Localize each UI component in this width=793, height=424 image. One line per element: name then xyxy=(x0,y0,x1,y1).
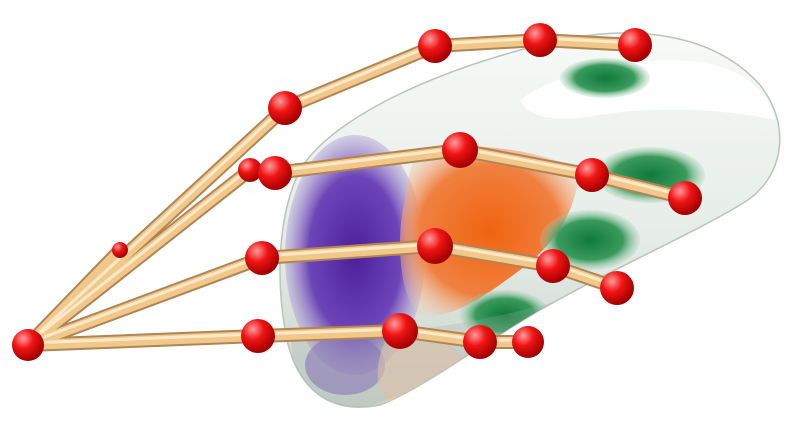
joint xyxy=(258,156,292,190)
joint xyxy=(245,241,279,275)
joint xyxy=(536,249,570,283)
hand-skeleton-joints xyxy=(12,23,702,361)
joint xyxy=(418,29,452,63)
joint xyxy=(442,132,478,168)
joint xyxy=(382,313,418,349)
contact-region-orange xyxy=(400,146,580,316)
joint xyxy=(112,242,128,258)
joint xyxy=(512,326,544,358)
joint-wrist xyxy=(12,329,44,361)
joint xyxy=(268,91,302,125)
grasped-object xyxy=(279,32,781,408)
object-shadow-band xyxy=(290,190,780,408)
joint xyxy=(618,28,652,62)
joint xyxy=(668,181,702,215)
joint xyxy=(241,319,275,353)
joint xyxy=(523,23,557,57)
contact-region-purple-lower xyxy=(305,335,385,395)
joint xyxy=(238,158,262,182)
joint xyxy=(575,158,609,192)
joint xyxy=(417,228,453,264)
joint xyxy=(600,271,634,305)
joint xyxy=(463,325,497,359)
contact-region-green-top xyxy=(560,58,650,98)
